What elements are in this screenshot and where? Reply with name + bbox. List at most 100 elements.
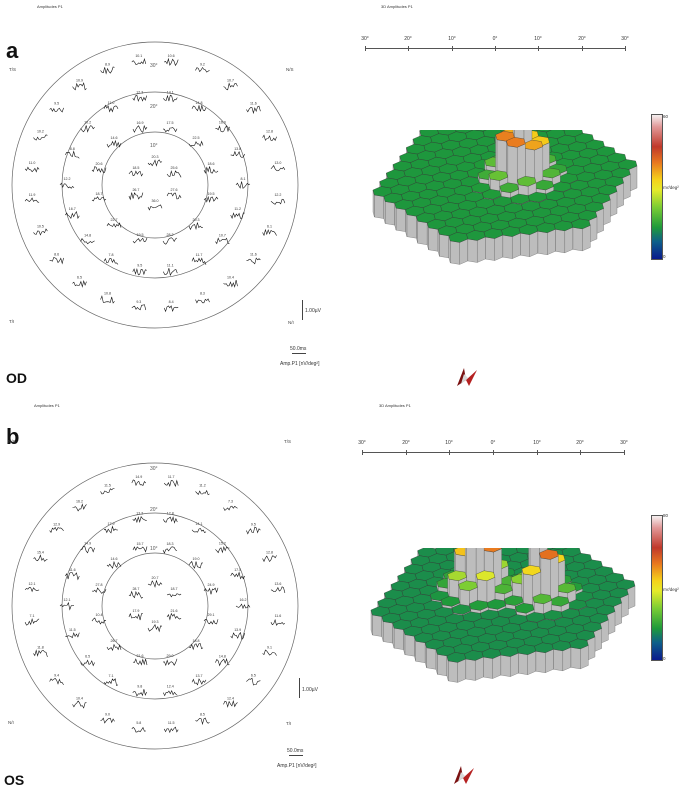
response-trace: 10.6	[164, 54, 179, 67]
right-title: 3D Amplitudes P1	[381, 4, 413, 9]
trace-field: 20.7 18.7 21.6 19.3 17.9 28.7 18.3 19.0 24.9 29.1…	[11, 462, 299, 750]
tick-label: 10°	[448, 36, 456, 42]
response-trace: 12.9	[49, 523, 64, 534]
ring-label-20: 20°	[150, 507, 158, 513]
amplitude-label: 12.8	[167, 511, 174, 515]
amplitude-label: 13.8	[234, 147, 241, 151]
response-trace: 11.2	[195, 483, 210, 496]
response-trace: 12.8	[262, 551, 277, 563]
amplitude-label: 6.5	[85, 655, 90, 659]
amplitude-label: 11.5	[168, 721, 175, 725]
amplitude-label: 18.8	[193, 639, 200, 643]
amplitude-label: 10.4	[76, 696, 83, 700]
response-trace: 11.5	[100, 483, 115, 495]
amplitude-label: 16.7	[69, 207, 76, 211]
response-trace: 18.6	[203, 162, 219, 174]
response-trace: 14.6	[106, 557, 122, 569]
quadrant-bottom-right: N/I	[288, 320, 294, 325]
amplitude-label: 9.2	[200, 62, 205, 66]
response-trace: 9.5	[246, 523, 261, 535]
amplitude-label: 10.2	[37, 130, 44, 134]
response-trace: 7.8	[103, 253, 119, 265]
eye-label: OD	[6, 370, 27, 386]
response-trace: 9.8	[132, 685, 147, 697]
response-trace: 17.9	[103, 522, 118, 534]
colorbar-max: 80	[663, 513, 669, 518]
tick-label: 30°	[358, 440, 366, 446]
response-trace: 27.6	[166, 188, 182, 200]
response-trace: 36.0	[147, 199, 163, 211]
amplitude-label: 18.5	[132, 166, 139, 170]
response-trace: 28.2	[162, 233, 178, 245]
amplitude-label: 14.1	[167, 90, 174, 94]
degree-axis: 30° 20° 10° 0° 10° 20° 30°	[361, 36, 629, 56]
amplitude-label: 7.8	[109, 253, 114, 257]
response-trace: 20.3	[147, 155, 163, 167]
response-trace: 21.6	[132, 654, 148, 666]
amplitude-label: 29.1	[208, 613, 215, 617]
voltage-scale: 1.00µV	[305, 308, 321, 314]
amplitude-label: 10.7	[219, 234, 226, 238]
amplitude-label: 11.9	[29, 193, 36, 197]
response-trace: 14.1	[163, 90, 178, 103]
response-trace: 13.8	[230, 147, 245, 158]
response-trace: 8.9	[100, 62, 115, 75]
colorbar-min: 0	[663, 254, 666, 259]
amplitude-label: 13.0	[274, 161, 281, 165]
amplitude-label: 11.6	[275, 614, 282, 618]
response-trace: 17.5	[230, 568, 245, 580]
amplitude-label: 21.6	[171, 609, 178, 613]
response-trace: 19.0	[188, 557, 204, 569]
amplitude-label: 18.3	[167, 542, 174, 546]
response-trace: 20.3	[188, 218, 204, 231]
amplitude-label: 8.3	[200, 292, 205, 296]
amplitude-label: 20.7	[152, 576, 159, 580]
time-scale-bar	[292, 353, 306, 354]
response-trace: 25.6	[166, 166, 182, 178]
amplitude-label: 19.3	[152, 620, 159, 624]
response-trace: 14.9	[131, 475, 147, 487]
amplitude-label: 7.1	[30, 614, 35, 618]
panel-a: Amplitudes P1 3D Amplitudes P1 a OD 20.3…	[0, 0, 685, 395]
response-trace: 16.7	[65, 207, 80, 220]
amplitude-label: 17.5	[167, 121, 174, 125]
amplitude-label: 11.0	[108, 101, 115, 105]
amplitude-label: 8.1	[241, 177, 246, 181]
response-trace: 7.1	[24, 614, 40, 626]
amplitude-label: 9.4	[54, 673, 59, 677]
surface-plot-3d	[370, 548, 636, 683]
tick-label: 20°	[402, 440, 410, 446]
amplitude-label: 28.7	[132, 587, 139, 591]
amplitude-label: 19.5	[136, 233, 143, 237]
response-trace: 14.8	[80, 234, 95, 245]
response-trace: 10.5	[33, 224, 48, 236]
amplitude-label: 10.8	[104, 292, 111, 296]
response-trace: 9.0	[100, 713, 115, 724]
colorbar-min: 0	[663, 656, 666, 661]
amplitude-label: 19.5	[208, 192, 215, 196]
amp-label: Amp.P1 [nV/deg²]	[277, 763, 317, 769]
amplitude-label: 10.2	[84, 120, 91, 124]
quadrant-top-right: N/S	[286, 67, 294, 72]
amplitude-label: 18.7	[95, 192, 102, 196]
response-trace: 15.7	[132, 542, 148, 553]
orientation-logo-icon	[457, 368, 477, 386]
response-trace: 18.7	[166, 587, 182, 598]
amp-label: Amp.P1 [nV/deg²]	[280, 361, 320, 367]
response-trace: 12.8	[163, 511, 178, 524]
amplitude-label: 9.3	[136, 300, 141, 304]
response-trace: 17.5	[162, 121, 178, 133]
response-trace: 19.5	[132, 233, 148, 244]
amplitude-label: 12.4	[167, 685, 174, 689]
response-trace: 12.1	[24, 582, 40, 593]
response-trace: 8.4	[163, 300, 179, 313]
response-trace: 6.5	[80, 655, 95, 667]
amplitude-label: 20.3	[152, 155, 159, 159]
response-trace: 11.6	[246, 102, 261, 115]
response-trace: 16.0	[215, 120, 230, 133]
tick-label: 30°	[621, 36, 629, 42]
ring-label-20: 20°	[150, 104, 158, 110]
response-trace: 10.2	[80, 120, 95, 133]
response-trace: 27.8	[91, 583, 107, 594]
amplitude-label: 13.7	[196, 674, 203, 678]
